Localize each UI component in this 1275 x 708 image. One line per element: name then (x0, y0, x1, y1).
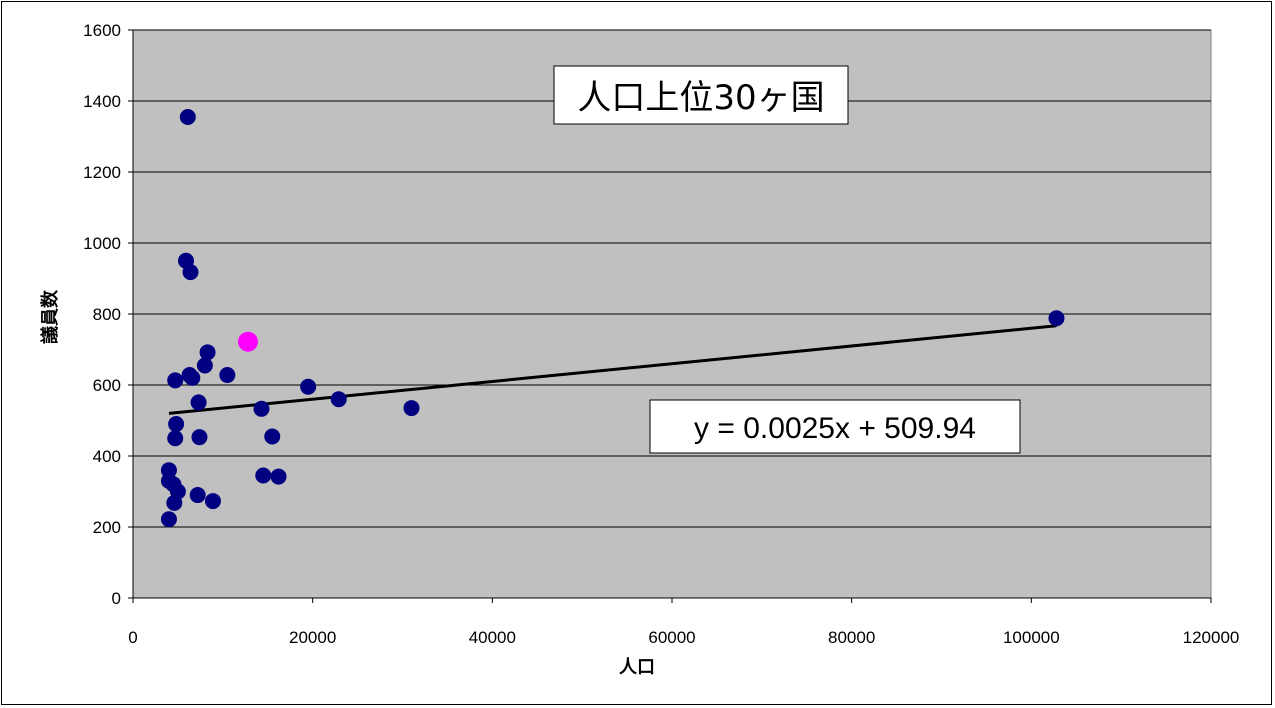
x-tick-label: 100000 (1003, 628, 1060, 647)
data-point (166, 494, 183, 511)
y-tick-label: 400 (93, 447, 121, 466)
x-axis-title: 人口 (619, 657, 655, 678)
y-tick-label: 600 (93, 376, 121, 395)
y-tick-label: 1600 (83, 21, 121, 40)
data-point (184, 369, 201, 386)
x-tick-label: 20000 (289, 628, 336, 647)
data-point (179, 108, 196, 125)
y-tick-label: 0 (112, 589, 121, 608)
gridlines (133, 29, 1211, 528)
title-box: 人口上位30ヶ国 (553, 65, 849, 125)
data-point (330, 391, 347, 408)
x-tick-label: 120000 (1183, 628, 1240, 647)
data-point (270, 468, 287, 485)
data-point (167, 430, 184, 447)
y-tick-label: 1400 (83, 92, 121, 111)
data-point (189, 487, 206, 504)
x-tick-label: 80000 (828, 628, 875, 647)
trendline (168, 324, 1057, 415)
trendline-equation: y = 0.0025x + 509.94 (694, 412, 976, 445)
tick-labels: 0 200 400 600 800 1000 1200 1400 1600 0 20000 40000… (83, 21, 1239, 647)
data-point (253, 400, 270, 417)
chart-title: 人口上位30ヶ国 (577, 78, 824, 118)
data-point (160, 511, 177, 528)
data-point (403, 400, 420, 417)
data-point (219, 367, 236, 384)
data-point (168, 416, 185, 433)
data-point (204, 493, 221, 510)
data-point (191, 429, 208, 446)
y-tick-label: 800 (93, 305, 121, 324)
y-tick-label: 1000 (83, 234, 121, 253)
data-points (160, 108, 1065, 528)
y-axis-title: 議員数 (39, 289, 61, 344)
data-point (182, 264, 199, 281)
equation-box: y = 0.0025x + 509.94 (649, 399, 1021, 454)
data-point (196, 357, 213, 374)
axes (128, 29, 1212, 603)
data-point (199, 344, 216, 361)
highlight-point (237, 331, 258, 352)
x-tick-label: 60000 (648, 628, 695, 647)
data-point (167, 372, 184, 389)
x-tick-label: 40000 (469, 628, 516, 647)
data-point (255, 467, 272, 484)
data-point (300, 378, 317, 395)
data-point (264, 428, 281, 445)
data-point (1048, 310, 1065, 327)
data-point (190, 394, 207, 411)
x-tick-label: 0 (128, 628, 137, 647)
y-tick-label: 1200 (83, 163, 121, 182)
y-tick-label: 200 (93, 518, 121, 537)
